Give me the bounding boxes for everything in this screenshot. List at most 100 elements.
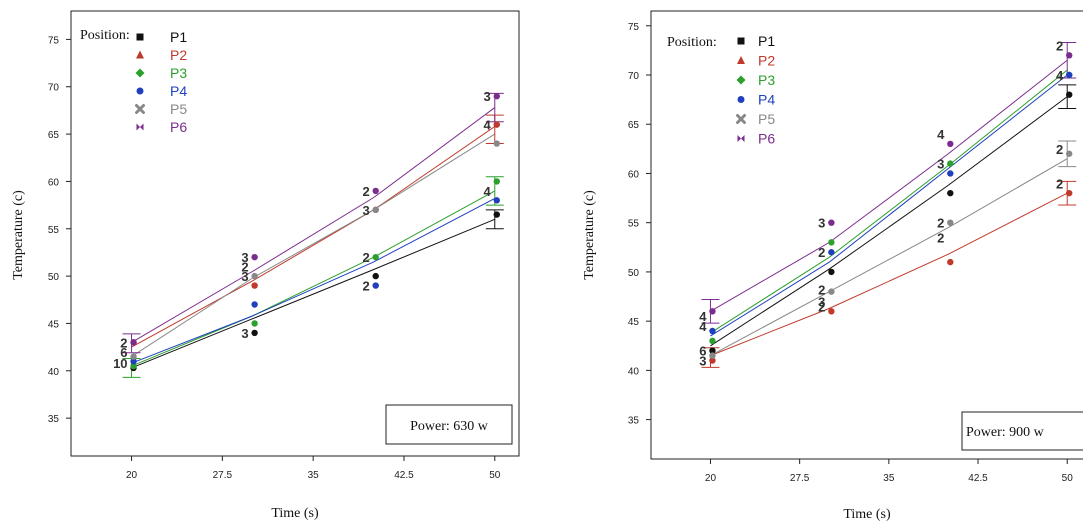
count-label: 3	[937, 157, 944, 172]
plot-frame	[70, 10, 520, 457]
fit-line-p2	[710, 192, 1068, 357]
y-tick-label: 45	[628, 317, 640, 328]
data-point-p2	[828, 308, 835, 315]
data-points	[709, 52, 1073, 364]
y-tick-label: 45	[48, 319, 60, 330]
count-label: 2	[937, 216, 944, 231]
legend-label-p3: P3	[758, 72, 775, 88]
data-point-p1	[372, 272, 379, 280]
y-tick-label: 75	[48, 35, 60, 46]
y-tick-label: 50	[48, 272, 60, 283]
data-point-p4	[493, 197, 500, 204]
legend-label-p2: P2	[170, 47, 187, 63]
data-point-p6	[493, 93, 500, 100]
fit-line-p6	[710, 59, 1068, 312]
count-label: 3	[241, 326, 248, 341]
y-tick-label: 75	[628, 22, 640, 33]
count-label: 3	[818, 216, 825, 231]
legend: Position: P1 P2 P3 P4 P5 P6	[667, 33, 775, 147]
y-axis-title: Temperature (c)	[11, 190, 26, 280]
y-tick-label: 70	[628, 71, 640, 82]
count-label: 3	[484, 89, 491, 104]
data-point-p2	[947, 258, 954, 266]
data-point-p3	[709, 337, 716, 345]
data-point-p3	[828, 239, 835, 246]
legend-title: Position:	[667, 35, 717, 50]
y-tick-label: 40	[48, 367, 60, 378]
fit-line-p5	[710, 158, 1068, 357]
data-point-p2	[709, 357, 716, 364]
error-bar	[1058, 42, 1077, 79]
x-tick-label: 35	[308, 470, 320, 481]
x-tick-label: 35	[883, 473, 895, 484]
x-tick-label: 20	[705, 473, 717, 484]
y-axis-title: Temperature (c)	[582, 190, 597, 280]
x-tick-label: 42.5	[968, 473, 988, 484]
data-point-p6	[372, 187, 379, 195]
legend-label-p1: P1	[170, 29, 187, 45]
count-label: 3	[241, 250, 248, 265]
count-label: 4	[484, 184, 492, 199]
power-annotation-text: Power: 900 w	[966, 425, 1045, 440]
count-label: 2	[818, 245, 825, 260]
power-annotation-text: Power: 630 w	[410, 419, 489, 434]
y-tick-label: 60	[48, 177, 60, 188]
count-label: 2	[818, 299, 825, 314]
x-tick-label: 20	[126, 470, 138, 481]
fit-lines	[131, 107, 496, 369]
count-label: 2	[1056, 38, 1063, 53]
data-point-p5	[947, 219, 954, 226]
legend-marker-p2	[737, 56, 745, 64]
data-point-p3	[130, 362, 137, 370]
data-point-p4	[947, 170, 954, 177]
data-point-p3	[947, 160, 954, 167]
power-annotation-box	[385, 404, 513, 445]
legend-marker-p5	[135, 104, 145, 114]
data-point-p4	[709, 327, 716, 335]
data-point-p1	[709, 347, 716, 354]
fit-line-p3	[710, 69, 1068, 334]
fit-line-p6	[131, 107, 496, 343]
count-label: 3	[818, 294, 825, 309]
data-point-p3	[251, 320, 258, 327]
legend-label-p2: P2	[758, 53, 775, 69]
legend: Position: P1 P2 P3 P4 P5 P6	[80, 28, 187, 135]
legend-marker-p4	[737, 96, 745, 103]
data-point-p6	[130, 339, 137, 346]
legend-label-p6: P6	[170, 119, 187, 135]
y-tick-label: 60	[628, 169, 640, 180]
data-point-p2	[493, 121, 500, 128]
data-point-p1	[828, 268, 835, 276]
legend-title: Position:	[80, 28, 130, 43]
data-point-p5	[251, 272, 258, 280]
error-bars	[122, 92, 504, 378]
x-tick-label: 27.5	[213, 470, 233, 481]
legend-label-p3: P3	[170, 65, 187, 81]
data-point-p1	[251, 329, 258, 337]
data-point-p2	[1066, 189, 1073, 197]
data-point-p2	[251, 282, 258, 289]
power-annotation: Power: 630 w	[385, 404, 513, 445]
legend-marker-p1	[136, 33, 144, 41]
legend-marker-p6	[136, 123, 144, 131]
y-tick-label: 50	[628, 268, 640, 279]
fit-lines	[710, 59, 1068, 357]
y-tick-label: 65	[628, 120, 640, 131]
data-point-p5	[709, 352, 716, 359]
fit-line-p2	[131, 126, 496, 348]
count-label: 4	[699, 319, 707, 334]
x-tick-label: 27.5	[790, 473, 810, 484]
data-point-p4	[251, 301, 258, 308]
data-point-p5	[372, 206, 379, 214]
data-point-p1	[947, 189, 954, 197]
legend-marker-p1	[737, 37, 745, 45]
legend-marker-p6	[737, 135, 745, 142]
legend-label-p4: P4	[758, 92, 775, 108]
data-point-p3	[493, 178, 500, 185]
count-label: 4	[484, 118, 492, 133]
count-label: 3	[241, 269, 248, 284]
data-point-p6	[251, 253, 258, 261]
data-point-p4	[1066, 71, 1073, 79]
